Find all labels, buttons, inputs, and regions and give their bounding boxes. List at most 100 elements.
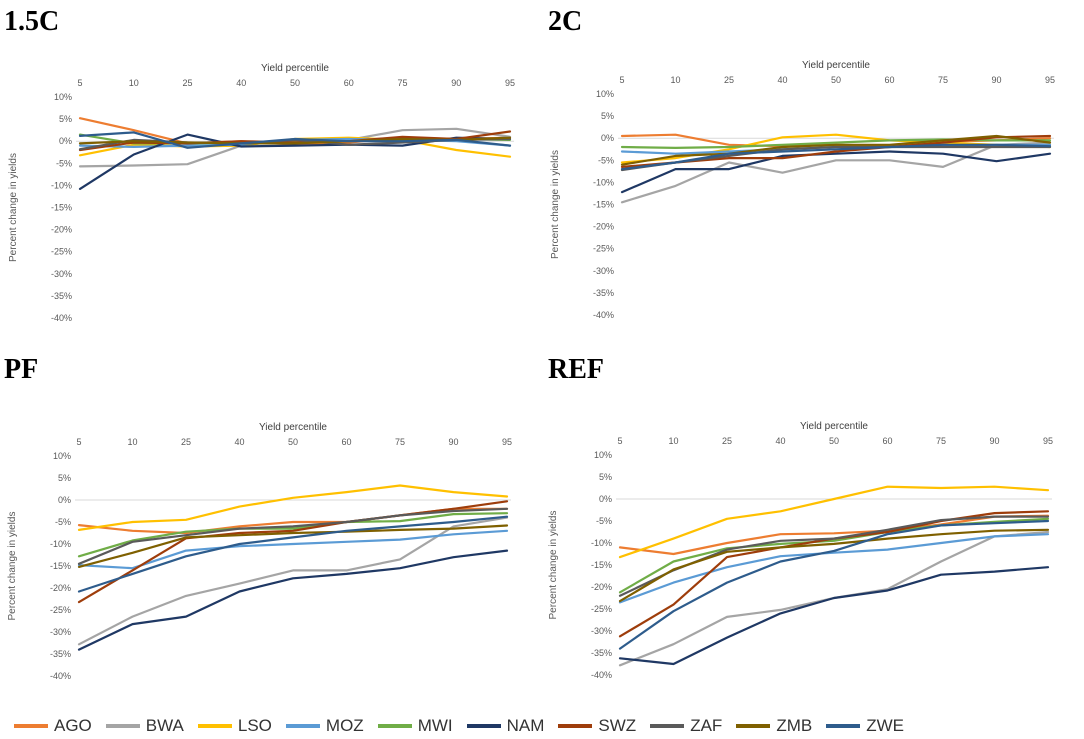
legend-swatch: [650, 724, 685, 728]
y-tick-label: 5%: [601, 111, 614, 121]
panel-title-1-5c: 1.5C: [4, 6, 60, 37]
y-tick-label: 10%: [53, 451, 71, 461]
series-line-swz: [77, 500, 509, 604]
legend-label: NAM: [506, 716, 545, 735]
legend: AGO BWA LSO MOZ MWI NAM SWZ ZAF ZMB ZWE: [14, 716, 918, 736]
y-tick-label: -40%: [593, 310, 614, 320]
y-tick-label: -5%: [598, 155, 614, 165]
legend-swatch: [558, 724, 593, 728]
y-tick-label: -20%: [51, 225, 72, 235]
y-tick-label: 10%: [54, 92, 72, 102]
panel-title-pf: PF: [4, 354, 39, 385]
y-tick-label: -30%: [591, 626, 612, 636]
panel-title-2c: 2C: [548, 6, 583, 37]
series-line-bwa: [620, 141, 1052, 204]
y-tick-label: -20%: [50, 583, 71, 593]
series-line-moz: [618, 533, 1050, 604]
legend-label: SWZ: [598, 716, 637, 735]
x-tick-label: 75: [938, 75, 948, 85]
series-line-zmb: [618, 528, 1050, 603]
x-tick-label: 10: [127, 437, 137, 447]
y-tick-label: 5%: [599, 472, 612, 482]
series-line-bwa: [77, 516, 509, 646]
y-tick-label: -5%: [55, 517, 71, 527]
x-axis-title: Yield percentile: [802, 60, 870, 71]
series-line-zwe: [618, 519, 1050, 650]
y-tick-label: -10%: [591, 538, 612, 548]
x-tick-label: 60: [344, 78, 354, 88]
legend-swatch: [14, 724, 48, 728]
x-axis-title: Yield percentile: [261, 63, 329, 74]
legend-label: MOZ: [325, 716, 364, 735]
x-tick-label: 40: [236, 78, 246, 88]
legend-swatch: [105, 724, 140, 728]
x-tick-label: 40: [234, 437, 244, 447]
legend-item-moz: MOZ: [285, 716, 364, 736]
x-tick-label: 5: [77, 78, 82, 88]
y-tick-label: -10%: [51, 180, 72, 190]
y-tick-label: 0%: [599, 494, 612, 504]
x-tick-label: 60: [884, 75, 894, 85]
x-tick-label: 75: [395, 437, 405, 447]
legend-item-lso: LSO: [197, 716, 272, 736]
y-tick-label: -15%: [50, 561, 71, 571]
series-line-ago: [618, 514, 1050, 556]
y-axis-title: Percent change in yields: [548, 511, 559, 620]
x-tick-label: 60: [341, 437, 351, 447]
legend-item-ago: AGO: [14, 716, 92, 736]
y-tick-label: -15%: [591, 560, 612, 570]
series-line-zmb: [620, 134, 1052, 166]
x-axis-title: Yield percentile: [800, 421, 868, 432]
legend-item-bwa: BWA: [105, 716, 184, 736]
y-tick-label: 0%: [58, 495, 71, 505]
x-tick-label: 95: [1043, 436, 1053, 446]
legend-item-mwi: MWI: [377, 716, 453, 736]
x-tick-label: 50: [829, 436, 839, 446]
y-tick-label: -40%: [51, 313, 72, 323]
y-tick-label: -15%: [593, 200, 614, 210]
legend-label: MWI: [417, 716, 453, 735]
x-axis-title: Yield percentile: [259, 422, 327, 433]
x-tick-label: 90: [448, 437, 458, 447]
y-tick-label: -20%: [591, 582, 612, 592]
legend-swatch: [826, 724, 861, 728]
x-tick-label: 5: [76, 437, 81, 447]
series-line-zaf: [77, 507, 509, 565]
y-tick-label: 10%: [594, 450, 612, 460]
y-tick-label: 5%: [59, 114, 72, 124]
y-tick-label: -35%: [591, 648, 612, 658]
y-tick-label: -15%: [51, 203, 72, 213]
x-tick-label: 5: [617, 436, 622, 446]
panel-title-ref: REF: [548, 354, 604, 385]
x-tick-label: 95: [1045, 75, 1055, 85]
series-line-mwi: [618, 517, 1050, 594]
y-tick-label: -5%: [596, 516, 612, 526]
x-tick-label: 50: [288, 437, 298, 447]
legend-label: BWA: [145, 716, 184, 735]
series-line-swz: [618, 510, 1050, 638]
x-tick-label: 50: [831, 75, 841, 85]
y-tick-label: 0%: [59, 136, 72, 146]
x-tick-label: 75: [936, 436, 946, 446]
x-tick-label: 25: [722, 436, 732, 446]
y-tick-label: 5%: [58, 473, 71, 483]
series-line-lso: [618, 485, 1050, 559]
y-tick-label: -35%: [593, 288, 614, 298]
x-tick-label: 60: [882, 436, 892, 446]
legend-label: AGO: [54, 716, 92, 735]
y-axis-title: Percent change in yields: [7, 512, 18, 621]
y-tick-label: 0%: [601, 133, 614, 143]
series-line-zwe: [78, 131, 512, 149]
y-tick-label: -5%: [56, 158, 72, 168]
series-line-mwi: [77, 512, 509, 558]
series-line-moz: [77, 529, 509, 570]
legend-label: ZWE: [866, 716, 904, 735]
y-tick-label: -40%: [50, 671, 71, 681]
x-tick-label: 40: [777, 75, 787, 85]
legend-item-zmb: ZMB: [736, 716, 812, 736]
x-tick-label: 25: [181, 437, 191, 447]
